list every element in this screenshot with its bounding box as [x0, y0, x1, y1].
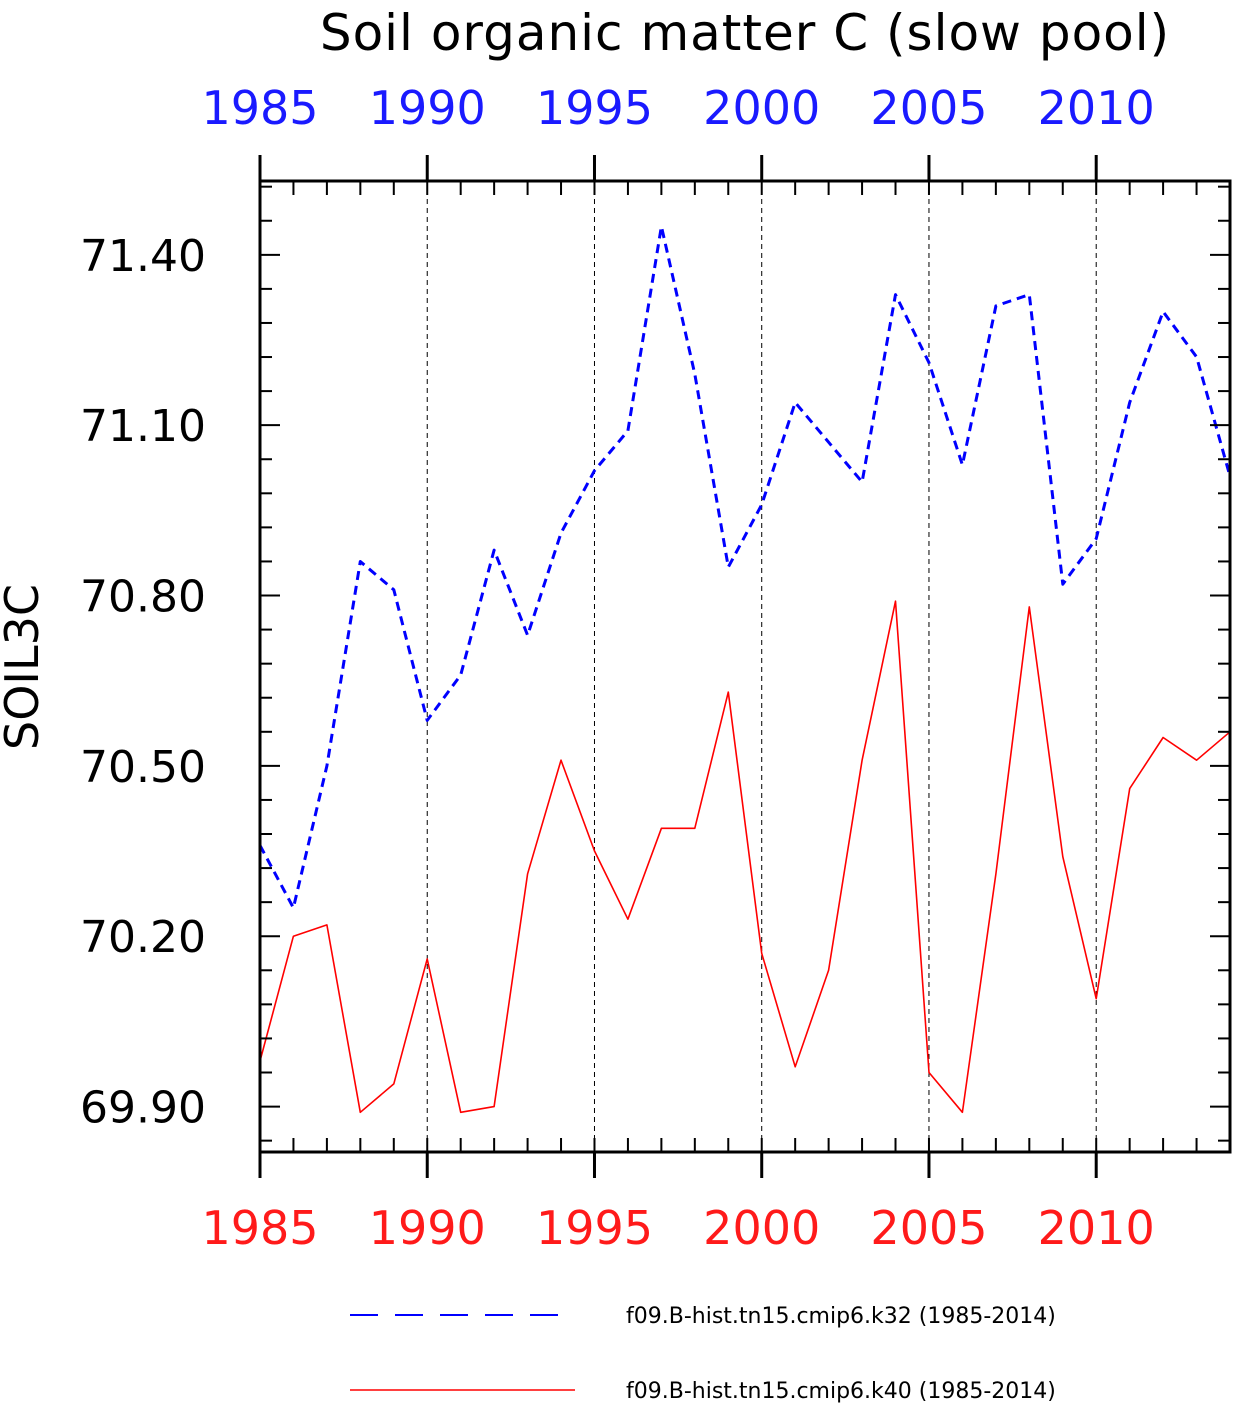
bottom-x-tick-label: 2010	[1038, 1201, 1155, 1255]
y-tick-label: 70.50	[80, 742, 206, 793]
bottom-x-tick-label: 1985	[201, 1201, 318, 1255]
legend-label-2: f09.B-hist.tn15.cmip6.k40 (1985-2014)	[626, 1379, 1056, 1404]
top-x-tick-label: 2000	[703, 81, 820, 135]
legend: f09.B-hist.tn15.cmip6.k32 (1985-2014) f09…	[350, 1304, 1056, 1404]
series-line-2	[259, 600, 1231, 1114]
bottom-x-tick-label: 1990	[369, 1201, 486, 1255]
axes	[258, 155, 1232, 1178]
series-line-1	[258, 224, 1232, 910]
y-tick-label: 70.80	[80, 572, 206, 623]
plot-frame	[258, 179, 1232, 1154]
legend-label-1: f09.B-hist.tn15.cmip6.k32 (1985-2014)	[626, 1304, 1056, 1329]
bottom-x-tick-label: 2005	[870, 1201, 987, 1255]
grid-lines	[426, 181, 1097, 1152]
top-x-tick-label: 1990	[369, 81, 486, 135]
y-tick-label: 71.10	[80, 401, 206, 452]
y-tick-label: 69.90	[80, 1083, 206, 1134]
top-x-tick-label: 1995	[536, 81, 653, 135]
bottom-x-tick-label: 1995	[536, 1201, 653, 1255]
plot-series	[258, 224, 1232, 1114]
top-x-tick-label: 2010	[1038, 81, 1155, 135]
y-tick-label: 71.40	[80, 231, 206, 282]
y-tick-label: 70.20	[80, 912, 206, 963]
chart-title: Soil organic matter C (slow pool)	[320, 4, 1170, 62]
y-axis-label: SOIL3C	[0, 584, 49, 750]
top-x-tick-label: 2005	[870, 81, 987, 135]
top-x-tick-label: 1985	[201, 81, 318, 135]
tick-labels: 69.90 70.20 70.50 70.80 71.10 71.40 1985 1985 19…	[80, 81, 1155, 1255]
bottom-x-tick-label: 2000	[703, 1201, 820, 1255]
